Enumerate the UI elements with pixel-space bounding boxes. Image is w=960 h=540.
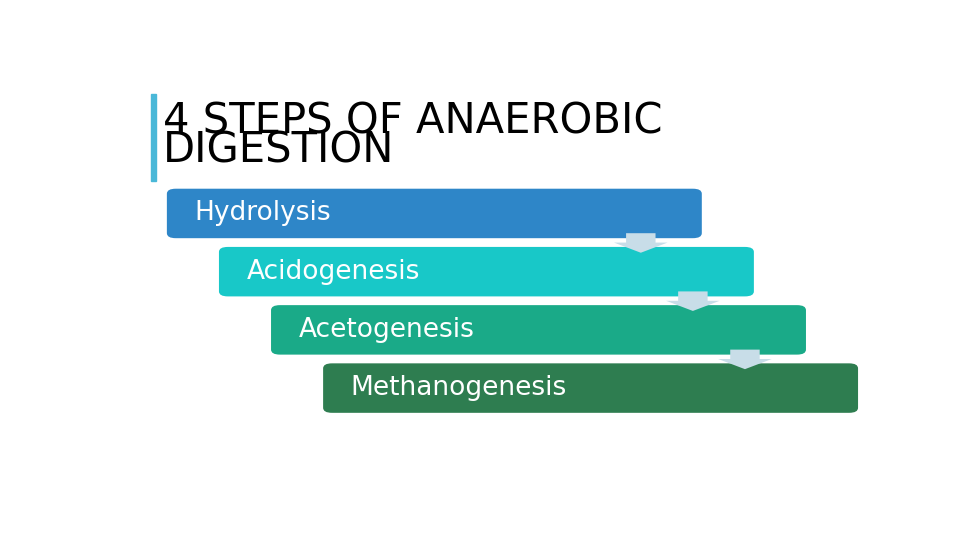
Polygon shape (614, 233, 667, 253)
FancyBboxPatch shape (167, 188, 702, 238)
Text: DIGESTION: DIGESTION (163, 129, 395, 171)
Text: Hydrolysis: Hydrolysis (194, 200, 331, 226)
Polygon shape (718, 349, 772, 369)
Text: Acidogenesis: Acidogenesis (247, 259, 420, 285)
Text: Methanogenesis: Methanogenesis (350, 375, 567, 401)
Polygon shape (666, 292, 720, 311)
FancyBboxPatch shape (271, 305, 806, 355)
FancyBboxPatch shape (219, 247, 754, 296)
FancyBboxPatch shape (324, 363, 858, 413)
Text: Acetogenesis: Acetogenesis (299, 317, 474, 343)
Bar (152, 94, 156, 181)
Text: 4 STEPS OF ANAEROBIC: 4 STEPS OF ANAEROBIC (163, 100, 662, 142)
